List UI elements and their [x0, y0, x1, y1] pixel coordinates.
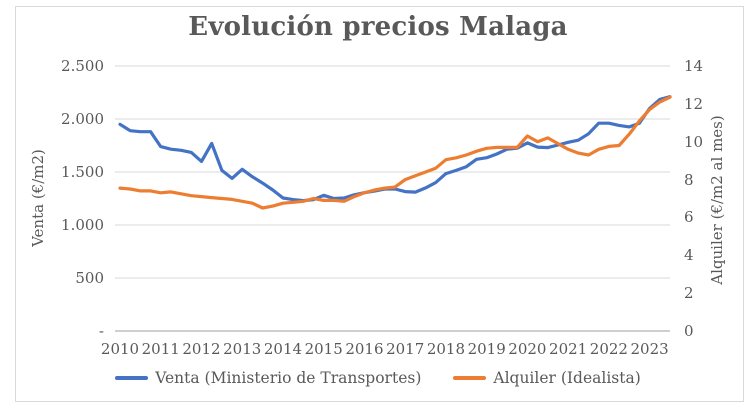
- x-tick-label: 2019: [467, 340, 506, 358]
- y-left-tick-label: 2.500: [61, 57, 104, 75]
- legend-line-swatch-venta: [115, 376, 149, 380]
- x-tick-label: 2022: [589, 340, 628, 358]
- y-right-tick-label: 12: [684, 94, 704, 113]
- y-right-tick-label: 6: [684, 208, 694, 227]
- y-right-tick-label: 14: [684, 57, 704, 75]
- legend-label-venta: Venta (Ministerio de Transportes): [155, 369, 422, 387]
- x-tick-label: 2017: [386, 340, 425, 358]
- y-left-tick-label: 1.000: [61, 216, 104, 234]
- legend: Venta (Ministerio de Transportes) Alquil…: [0, 369, 756, 387]
- x-tick-label: 2016: [345, 340, 384, 358]
- y-left-tick-label: 2.000: [61, 110, 104, 128]
- chart-frame: [15, 6, 744, 402]
- venta-series-line: [118, 95, 672, 203]
- legend-item-alquiler: Alquiler (Idealista): [453, 369, 641, 387]
- y-right-tick-label: 10: [684, 132, 704, 151]
- chart-title: Evolución precios Malaga: [188, 12, 568, 42]
- y-left-tick-label: 1.500: [61, 163, 104, 181]
- x-tick-label: 2011: [141, 340, 180, 358]
- y-right-tick-label: 0: [684, 322, 694, 340]
- y-right-tick-label: 2: [684, 284, 694, 303]
- legend-label-alquiler: Alquiler (Idealista): [493, 369, 641, 387]
- y-left-axis-title: Venta (€/m2): [29, 149, 47, 247]
- legend-line-swatch-alquiler: [453, 376, 487, 380]
- x-tick-label: 2013: [223, 340, 262, 358]
- x-tick-label: 2010: [100, 340, 140, 358]
- x-tick-label: 2023: [630, 340, 669, 358]
- y-right-tick-label: 8: [684, 170, 694, 189]
- x-tick-label: 2014: [263, 340, 303, 358]
- x-tick-label: 2021: [549, 340, 588, 358]
- x-tick-label: 2012: [182, 340, 221, 358]
- legend-item-venta: Venta (Ministerio de Transportes): [115, 369, 421, 387]
- y-left-tick-label: 500: [75, 269, 104, 287]
- x-tick-label: 2020: [508, 340, 547, 358]
- y-right-tick-label: 4: [684, 246, 694, 265]
- alquiler-series-line: [118, 95, 672, 210]
- y-left-tick-label: -: [98, 322, 104, 340]
- x-tick-label: 2015: [304, 340, 343, 358]
- x-tick-label: 2018: [426, 340, 465, 358]
- y-right-axis-title: Alquiler (€/m2 al mes): [708, 115, 726, 285]
